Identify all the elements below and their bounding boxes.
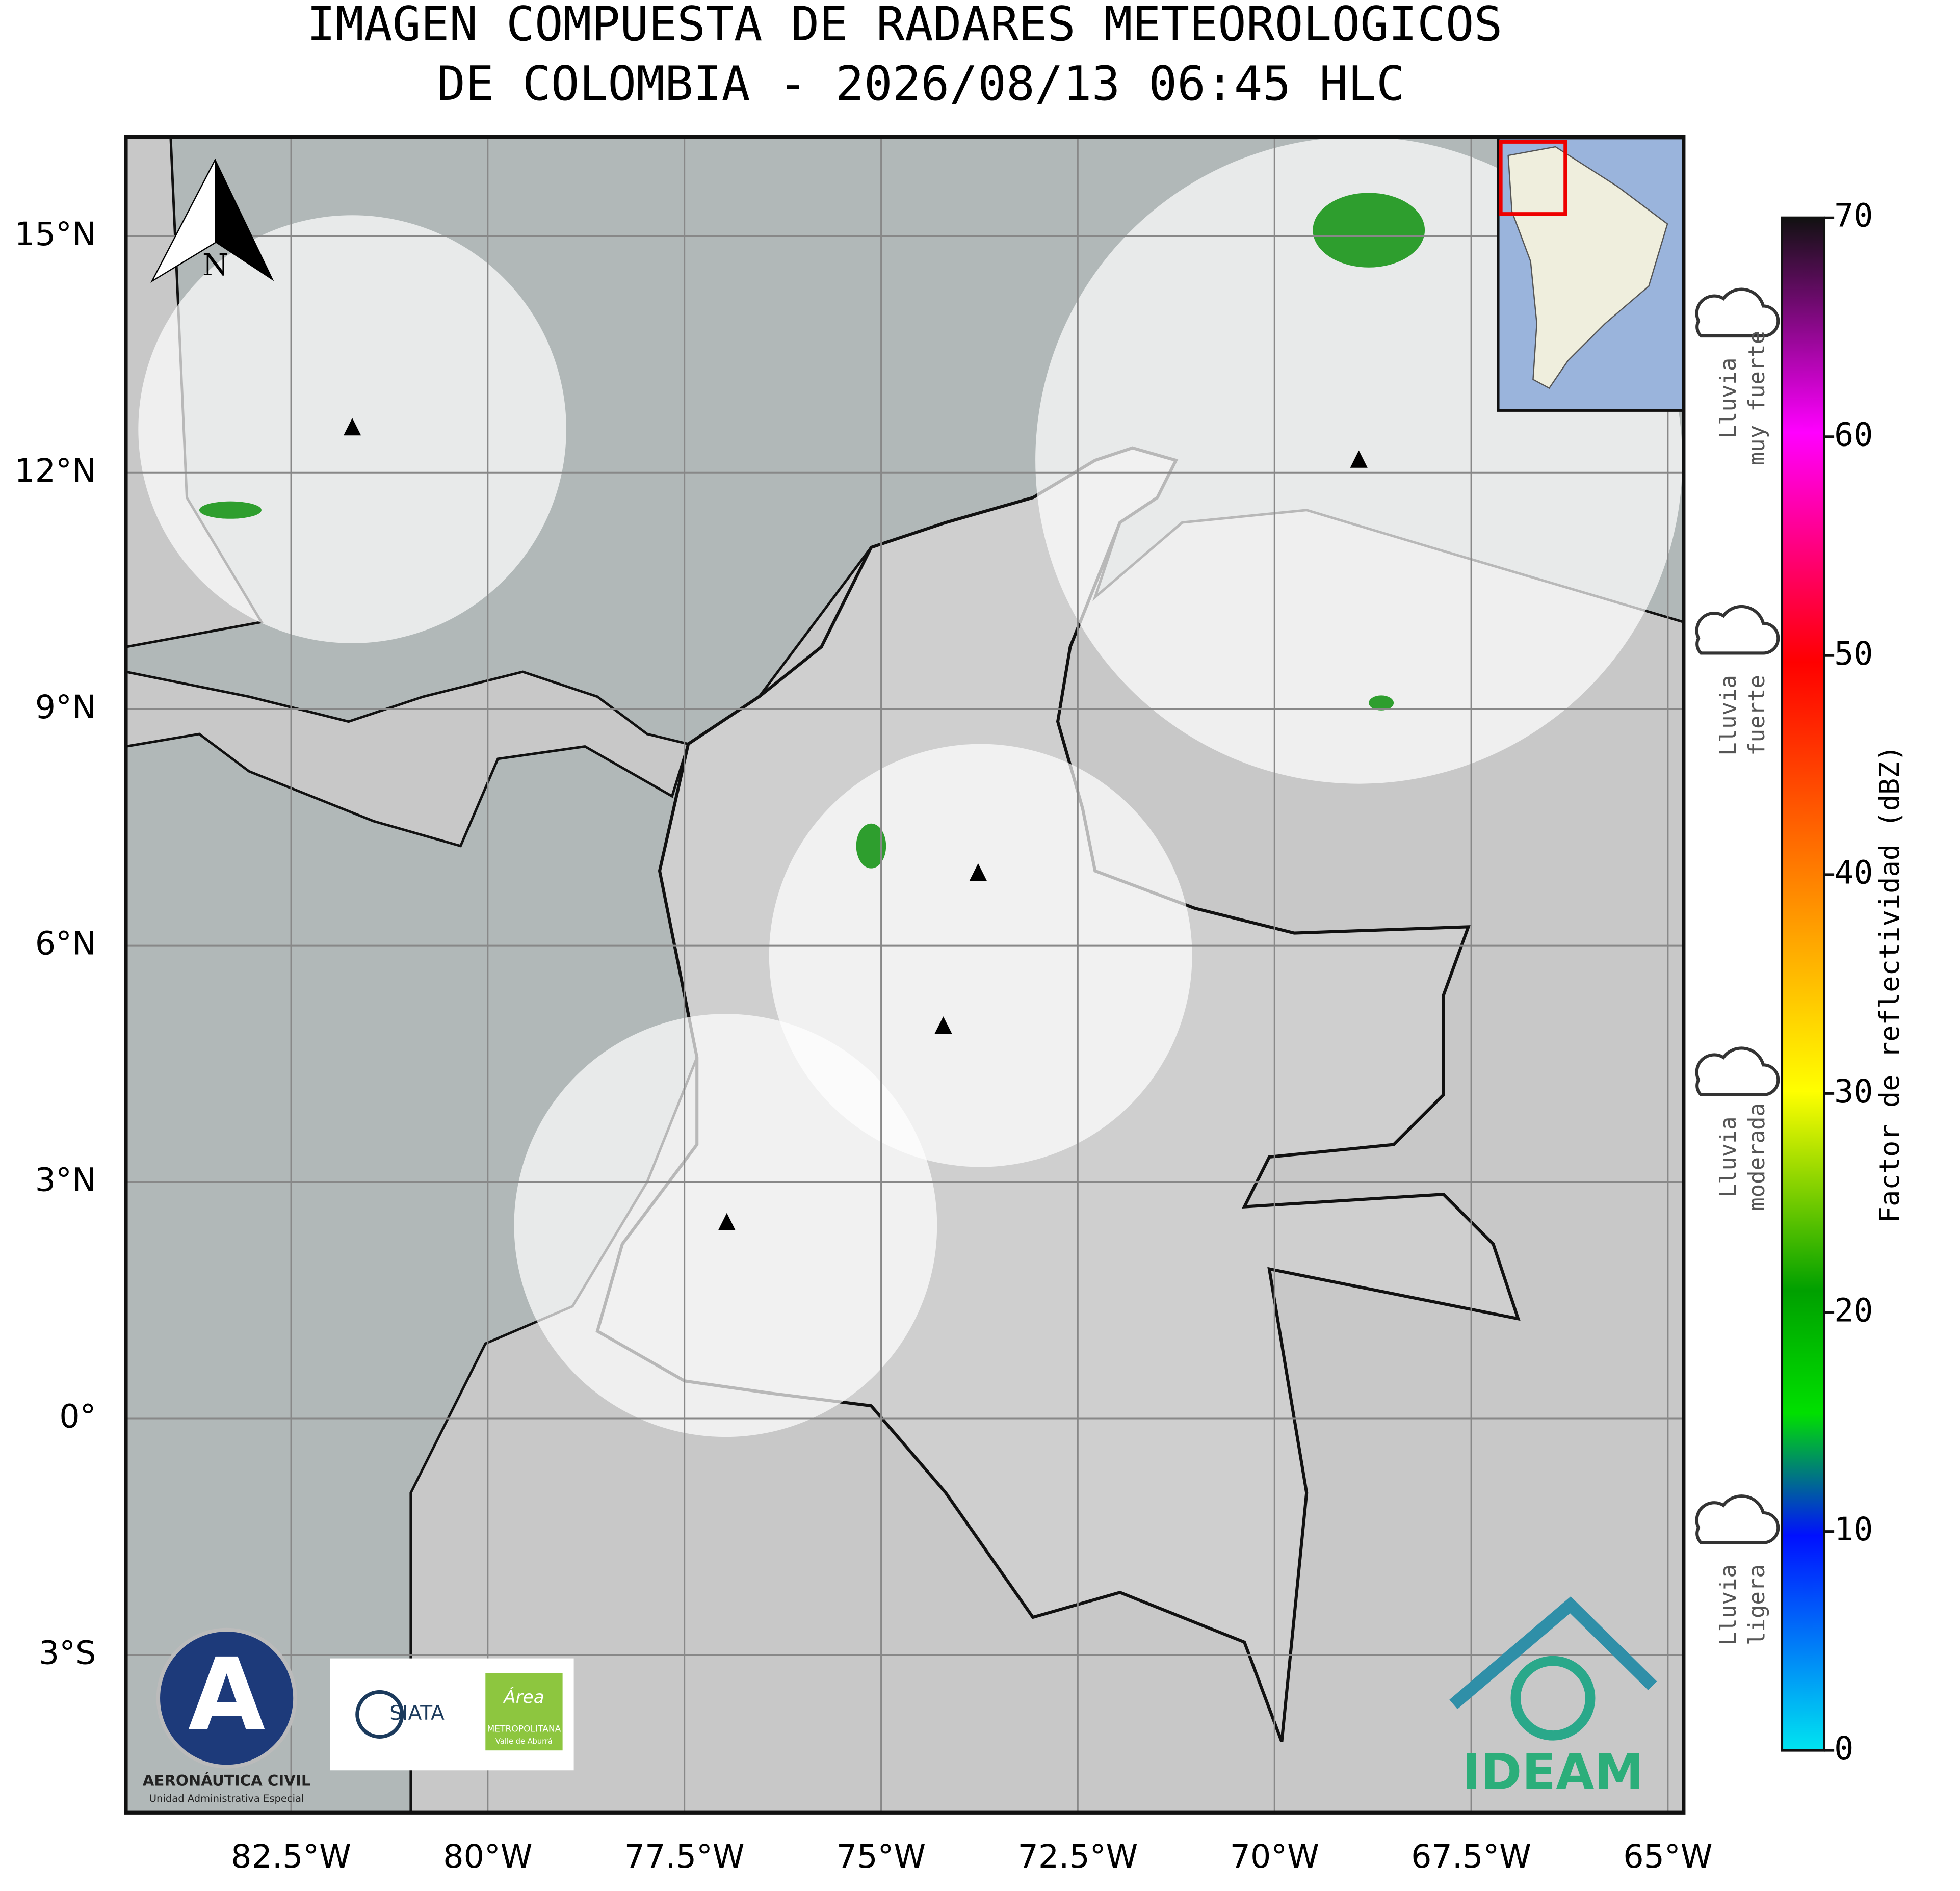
logo-text: Unidad Administrativa Especial [149, 1793, 304, 1804]
rain-category: moderada [1744, 1103, 1770, 1211]
y-tick-label: 0° [59, 1398, 96, 1435]
logo-text: IDEAM [1462, 1743, 1644, 1801]
rain-icon [1695, 1494, 1780, 1544]
radar-sites [344, 418, 1368, 1230]
title-line: DE COLOMBIA - 2026/08/13 06:45 HLC [437, 56, 1405, 111]
y-tick-label: 9°N [35, 688, 96, 726]
x-tick-label: 67.5°W [1411, 1837, 1531, 1875]
y-tick-label: 3°N [35, 1161, 96, 1199]
x-tick-label: 65°W [1623, 1837, 1712, 1875]
rain-icon [1695, 287, 1780, 338]
logo-text: Valle de Aburrá [495, 1737, 553, 1746]
y-tick-label: 3°S [39, 1634, 96, 1672]
logo-text: Área [503, 1687, 544, 1708]
y-tick-label: 12°N [14, 452, 96, 489]
north-label: N [202, 248, 228, 282]
colorbar-tick-label: 60 [1834, 415, 1873, 453]
colorbar-tick-label: 40 [1834, 853, 1873, 891]
map-body: N A AERONÁUTICA CIVIL Unidad Administrat… [125, 137, 1684, 1813]
rain-icon [1695, 605, 1780, 655]
colorbar-tick-label: 30 [1834, 1072, 1873, 1110]
x-tick-label: 77.5°W [624, 1837, 745, 1875]
rain-category: Lluvia [1715, 1117, 1741, 1198]
x-tick-label: 72.5°W [1017, 1837, 1138, 1875]
y-tick-label: 6°N [35, 925, 96, 962]
title-line: IMAGEN COMPUESTA DE RADARES METEOROLOGIC… [307, 0, 1502, 51]
svg-text:A: A [188, 1637, 265, 1753]
rain-category: Lluvia [1715, 358, 1741, 439]
x-tick-label: 82.5°W [231, 1837, 351, 1875]
rain-category: ligera [1744, 1564, 1770, 1645]
colorbar-tick-label: 0 [1834, 1729, 1853, 1767]
x-tick-label: 70°W [1230, 1837, 1319, 1875]
logo-text: SIATA [389, 1702, 445, 1725]
rain-icon [1695, 1046, 1780, 1096]
rain-category: Lluvia [1715, 1564, 1741, 1645]
land [125, 670, 690, 848]
x-tick-label: 80°W [443, 1837, 532, 1875]
logo-ideam: IDEAM [1449, 1596, 1657, 1801]
logo-text: AERONÁUTICA CIVIL [143, 1772, 311, 1790]
logo-text: METROPOLITANA [487, 1724, 561, 1735]
y-tick-label: 15°N [14, 215, 96, 253]
colorbar-tick-label: 50 [1834, 635, 1873, 672]
colorbar-label: Factor de reflectividad (dBZ) [1873, 745, 1905, 1223]
map-frame [124, 135, 1686, 1815]
colorbar-tick-label: 10 [1834, 1510, 1873, 1548]
colorbar [1781, 216, 1826, 1752]
colorbar-tick-label: 70 [1834, 197, 1873, 234]
logo-siata-area: SIATA Área METROPOLITANA Valle de Aburrá [330, 1658, 574, 1771]
x-tick-label: 75°W [837, 1837, 926, 1875]
inset-map [1497, 137, 1684, 412]
rain-category: fuerte [1744, 675, 1770, 756]
logo-aerocivil: A AERONÁUTICA CIVIL Unidad Administrativ… [143, 1627, 311, 1804]
echoes [199, 193, 1425, 869]
colorbar-tick-label: 20 [1834, 1292, 1873, 1329]
rain-category: muy fuerte [1744, 331, 1770, 465]
rain-category: Lluvia [1715, 675, 1741, 756]
